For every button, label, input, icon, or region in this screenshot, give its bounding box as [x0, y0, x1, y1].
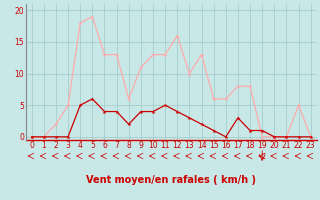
Text: Vent moyen/en rafales ( km/h ): Vent moyen/en rafales ( km/h ) [86, 175, 256, 185]
